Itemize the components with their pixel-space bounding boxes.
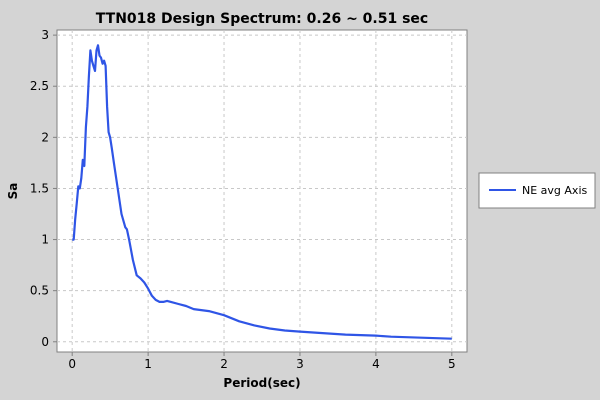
legend: NE avg Axis	[478, 172, 596, 209]
y-axis-label: Sa	[6, 183, 20, 200]
y-tick-label: 0	[41, 335, 49, 349]
x-tick-label: 4	[372, 357, 380, 371]
y-tick-label: 0.5	[30, 284, 49, 298]
x-tick-label: 5	[448, 357, 456, 371]
axis-layer: 0 1 2 3 4 5 0 0.5 1 1.5 2 2.5 3	[30, 28, 456, 371]
y-tick-label: 3	[41, 28, 49, 42]
y-tick-label: 2.5	[30, 79, 49, 93]
x-tick-label: 2	[220, 357, 228, 371]
x-tick-label: 1	[144, 357, 152, 371]
x-tick-label: 3	[296, 357, 304, 371]
y-tick-label: 1.5	[30, 181, 49, 195]
x-axis-label: Period(sec)	[223, 376, 300, 390]
plot-area	[56, 29, 468, 353]
grid-layer	[57, 30, 467, 352]
series-line-ne-avg-axis	[72, 44, 452, 340]
y-tick-label: 1	[41, 233, 49, 247]
chart-title: TTN018 Design Spectrum: 0.26 ~ 0.51 sec	[96, 11, 428, 27]
series-layer	[72, 44, 452, 340]
x-tick-label: 0	[68, 357, 76, 371]
legend-entry-ne-avg-axis: NE avg Axis	[522, 184, 587, 197]
y-tick-label: 2	[41, 130, 49, 144]
